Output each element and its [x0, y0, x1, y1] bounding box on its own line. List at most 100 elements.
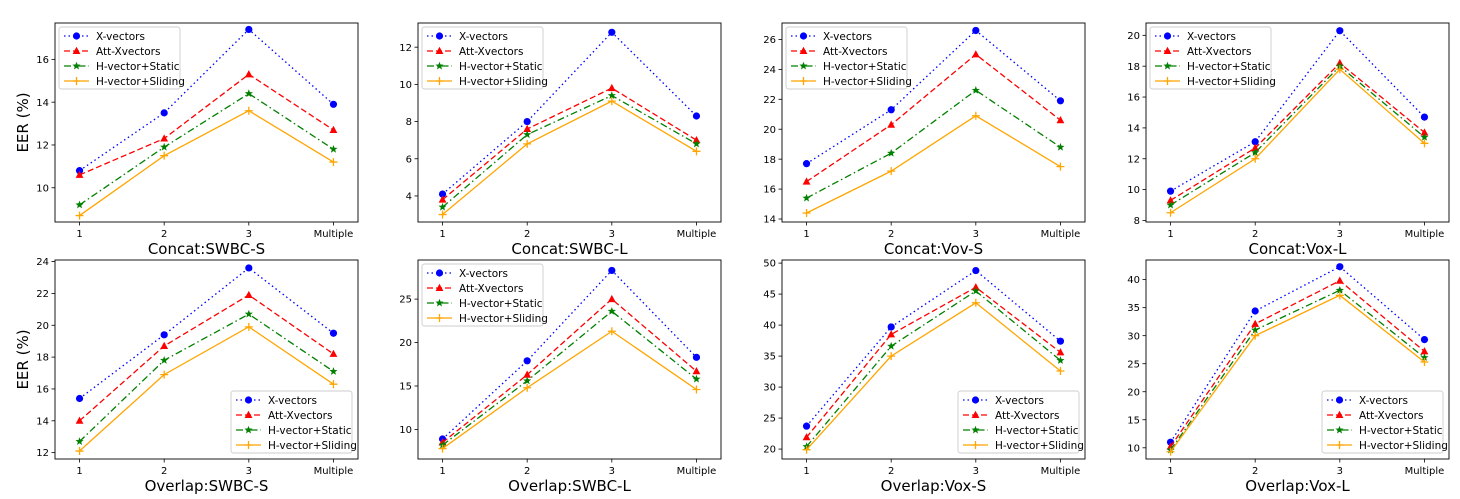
- legend-box: [785, 26, 908, 90]
- series-line: [79, 326, 334, 452]
- legend-marker-h-vector-sliding: [1335, 441, 1344, 449]
- data-point: [887, 323, 895, 331]
- series-line: [79, 92, 334, 206]
- y-tick-label: 8: [406, 117, 412, 128]
- data-point: [1056, 348, 1065, 356]
- series-x-vectors: [75, 25, 338, 175]
- legend-label-att-xvectors: Att-Xvectors: [96, 46, 160, 58]
- legend: X-vectors Att-Xvectors H-vector+Static H-ve…: [1321, 390, 1448, 454]
- legend-box: [230, 390, 353, 454]
- data-point: [75, 437, 84, 445]
- data-point: [160, 109, 168, 117]
- data-point: [244, 70, 253, 78]
- data-point: [1166, 187, 1175, 195]
- series-line: [806, 29, 1061, 165]
- y-tick-label: 16: [36, 385, 49, 396]
- series-att-xvectors: [802, 50, 1065, 185]
- series-h-vector-sliding: [75, 106, 338, 220]
- data-point: [692, 139, 701, 148]
- legend-marker-att-xvectors: [799, 46, 808, 54]
- axes-frame: [1145, 259, 1450, 460]
- data-point: [1251, 319, 1260, 327]
- y-tick-label: 14: [36, 416, 49, 427]
- y-tick-label: 20: [36, 321, 49, 332]
- legend-label-att-xvectors: Att-Xvectors: [995, 410, 1059, 422]
- data-point: [75, 447, 84, 456]
- data-point: [1056, 162, 1065, 171]
- series-att-xvectors: [1166, 58, 1429, 204]
- legend-label-x-vectors: X-vectors: [995, 395, 1044, 407]
- data-point: [692, 374, 701, 383]
- legend-label-h-vector-static: H-vector+Static: [823, 61, 907, 73]
- legend-marker-h-vector-sliding: [244, 441, 253, 449]
- data-point: [1335, 291, 1344, 300]
- legend-marker-att-xvectors: [72, 46, 81, 54]
- x-axis-label: Concat:SWBC-S: [148, 240, 265, 258]
- x-tick-label: Multiple: [1041, 229, 1081, 240]
- x-tick-label: 2: [524, 466, 530, 477]
- subplot-overlap-swbc-l: 10 15 20 25 1 2 3 Multiple Overlap:SWBC-L X-vecto…: [399, 259, 722, 495]
- legend-marker-h-vector-sliding: [799, 77, 808, 85]
- data-point: [1166, 196, 1175, 204]
- legend-box: [1321, 390, 1444, 454]
- data-point: [1056, 116, 1065, 124]
- y-tick-label: 10: [399, 425, 412, 436]
- y-tick-label: 16: [36, 55, 49, 66]
- legend-box: [421, 26, 544, 90]
- legend-label-att-xvectors: Att-Xvectors: [823, 46, 887, 58]
- x-tick-label: 2: [888, 229, 894, 240]
- y-tick-label: 24: [36, 257, 49, 268]
- y-tick-label: 26: [763, 35, 776, 46]
- data-point: [802, 177, 811, 185]
- data-point: [1166, 200, 1175, 209]
- x-axis-label: Overlap:Vox-S: [881, 477, 987, 495]
- legend-marker-h-vector-static: [1335, 425, 1344, 434]
- legend-label-h-vector-sliding: H-vector+Sliding: [459, 313, 548, 325]
- data-point: [1166, 208, 1175, 217]
- series-line: [442, 310, 697, 446]
- data-point: [329, 367, 338, 375]
- x-tick-label: 1: [803, 466, 809, 477]
- legend-label-h-vector-static: H-vector+Static: [459, 298, 543, 310]
- data-point: [438, 202, 447, 211]
- legend-marker-h-vector-sliding: [1163, 77, 1172, 85]
- data-point: [692, 147, 701, 156]
- data-point: [971, 86, 980, 94]
- series-line: [1170, 279, 1425, 448]
- y-tick-label: 22: [36, 289, 49, 300]
- y-axis-label: EER (%): [14, 92, 32, 152]
- y-tick-label: 4: [406, 192, 412, 203]
- x-tick-label: 1: [439, 229, 445, 240]
- y-tick-label: 35: [1127, 303, 1140, 314]
- x-tick-label: 2: [1252, 466, 1258, 477]
- x-axis-label: Overlap:Vox-L: [1245, 477, 1350, 495]
- y-tick-label: 20: [1127, 31, 1140, 42]
- data-point: [1056, 356, 1065, 364]
- x-tick-label: Multiple: [677, 466, 717, 477]
- data-point: [523, 357, 531, 365]
- x-tick-label: Multiple: [677, 229, 717, 240]
- data-point: [692, 385, 701, 394]
- data-point: [1420, 139, 1429, 148]
- legend-label-h-vector-sliding: H-vector+Sliding: [995, 440, 1084, 452]
- legend-marker-att-xvectors: [244, 410, 253, 418]
- x-tick-label: 2: [1252, 229, 1258, 240]
- x-axis-label: Concat:Vov-S: [884, 240, 983, 258]
- data-point: [160, 142, 169, 151]
- data-point: [75, 211, 84, 220]
- legend-label-att-xvectors: Att-Xvectors: [459, 283, 523, 295]
- legend-label-h-vector-sliding: H-vector+Sliding: [96, 76, 185, 88]
- data-point: [245, 264, 253, 272]
- data-point: [887, 120, 896, 128]
- series-x-vectors: [802, 266, 1065, 430]
- data-point: [1251, 307, 1259, 315]
- x-tick-label: 3: [609, 229, 615, 240]
- data-point: [802, 433, 811, 441]
- data-point: [802, 445, 811, 454]
- data-point: [329, 125, 338, 133]
- legend-label-x-vectors: X-vectors: [459, 268, 508, 280]
- data-point: [438, 190, 447, 198]
- data-point: [1335, 65, 1344, 74]
- y-tick-label: 16: [763, 185, 776, 196]
- legend-label-h-vector-static: H-vector+Static: [268, 425, 352, 437]
